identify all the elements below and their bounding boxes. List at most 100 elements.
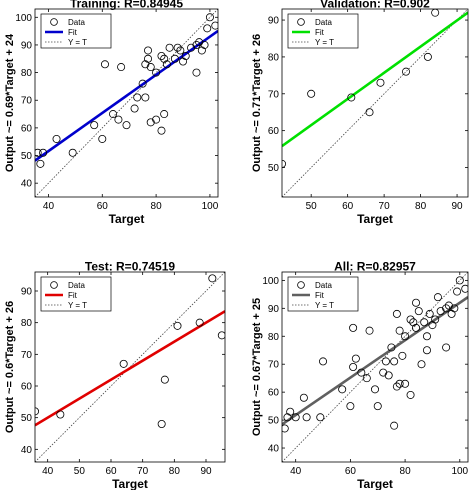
all-data-point [390,357,399,366]
training-xlabel: Target [109,212,145,226]
test-data-point [56,410,65,419]
test-xlabel: Target [112,477,148,490]
training-data-point [39,148,48,157]
training-y-tick-label: 50 [21,151,33,162]
all-data-point [436,307,445,316]
all-data-point [346,402,355,411]
all-axes-frame [281,271,469,463]
training-y-tick-label: 100 [15,13,32,24]
training-data-point [146,63,155,72]
all-data-point [422,332,431,341]
test-y-tick-label: 40 [21,445,33,456]
all-data-point [412,298,421,307]
test-data-point [157,419,166,428]
test-y-tick-label: 90 [21,287,33,298]
training-data-point [187,43,196,52]
all-x-tick-label: 40 [290,466,302,477]
training-data-point [100,60,109,69]
all-data-point [316,413,325,422]
test-plot-content [35,272,225,462]
validation-y-tick-label: 80 [268,52,280,63]
all-data-point [387,343,396,352]
training-data-point [181,52,190,61]
training-y-tick-label: 40 [21,179,33,190]
training-legend-label: Y = T [68,38,87,47]
training-y-tick-label: 70 [21,96,33,107]
all-data-point [433,293,442,302]
all-data-point [395,379,404,388]
training-data-point [211,21,218,30]
all-data-point [414,307,423,316]
test-data-point [119,359,128,368]
training-data-point [90,121,99,130]
test-legend-data-marker [50,281,58,289]
training-data-point [197,46,206,55]
training-data-point [117,63,126,72]
all-data-point [442,304,451,313]
all-data-point [442,343,451,352]
all-data-point [373,402,382,411]
validation-y-tick-label: 70 [268,89,280,100]
training-data-point [165,43,174,52]
validation-legend-label: Fit [315,28,325,37]
validation-data-point [423,52,432,61]
test-x-tick-label: 90 [200,466,212,477]
validation-x-tick-label: 60 [342,201,354,212]
training-data-point [146,118,155,127]
all-data-point [351,354,360,363]
all-panel: 40 60 80 100 40 50 60 70 80 90 100 All: R=0.82957 Ta… [251,260,469,490]
all-identity-line [282,272,468,462]
training-axes-frame [34,8,219,198]
all-data-point [412,323,421,332]
training-data-point [162,60,171,69]
validation-ylabel: Output ~= 0.71*Target + 26 [251,34,263,172]
all-data-point [338,385,347,394]
test-axes-frame [34,271,226,463]
training-y-tick-label: 90 [21,40,33,51]
training-data-point [68,148,77,157]
all-data-point [420,318,429,327]
training-data-point [176,46,185,55]
test-fit-line [35,310,225,427]
all-x-tick-label: 80 [400,466,412,477]
all-data-point [302,413,311,422]
all-legend-label: Y = T [315,301,334,310]
training-legend-label: Fit [68,28,78,37]
training-data-point [179,57,188,66]
all-data-point [422,346,431,355]
training-data-point [122,121,131,130]
all-data-point [384,371,393,380]
validation-legend-label: Data [315,18,332,27]
all-data-point [357,368,366,377]
all-data-point [406,315,415,324]
training-data-point [200,40,209,49]
training-legend-label: Data [68,18,85,27]
test-y-tick-label: 80 [21,318,33,329]
test-x-tick-label: 70 [137,466,149,477]
test-data-point [173,321,182,330]
test-data-point [35,407,39,416]
all-legend-data-marker [297,281,305,289]
training-data-point [36,159,45,168]
all-y-tick-label: 50 [268,416,280,427]
test-legend-label: Fit [68,291,78,300]
validation-data-point [282,159,286,168]
all-y-tick-label: 90 [268,304,280,315]
training-data-point [160,110,169,119]
training-data-point [35,148,42,157]
all-ylabel: Output ~= 0.67*Target + 25 [251,298,263,436]
validation-data-point [365,108,374,117]
training-data-point [138,79,147,88]
training-data-point [141,93,150,102]
all-data-point [365,326,374,335]
test-data-point [160,375,169,384]
training-data-point [144,54,153,63]
all-fit-line [282,296,468,426]
test-title: Test: R=0.74519 [85,260,175,274]
all-x-tick-label: 60 [345,466,357,477]
test-x-tick-label: 80 [169,466,181,477]
all-data-point [401,379,410,388]
test-legend-label: Data [68,281,85,290]
